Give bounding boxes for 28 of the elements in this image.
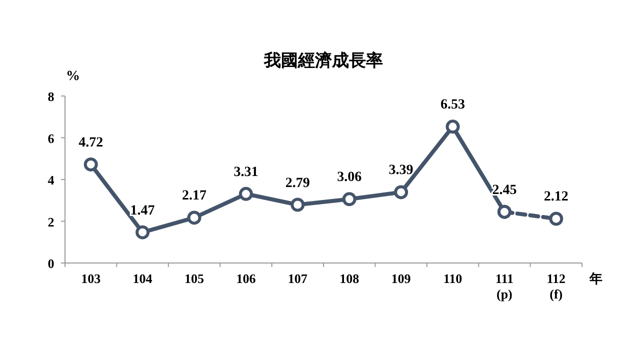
data-label: 6.53 <box>440 98 465 113</box>
data-label: 3.06 <box>337 170 362 186</box>
y-tick-label: 2 <box>48 214 54 230</box>
y-tick-label: 4 <box>48 172 55 188</box>
data-label: 1.47 <box>130 203 155 218</box>
data-label: 3.39 <box>388 163 414 178</box>
data-label: 2.45 <box>492 182 517 198</box>
x-tick-label: 109 <box>391 271 412 286</box>
data-label: 4.72 <box>78 135 104 150</box>
x-tick-label: 108 <box>340 271 360 286</box>
y-tick-label: 8 <box>48 89 55 104</box>
data-label: 2.17 <box>182 188 206 204</box>
data-label: 3.31 <box>234 164 258 180</box>
y-tick-label: 0 <box>48 256 54 271</box>
x-tick-label: 112 (f) <box>546 271 566 302</box>
x-tick-label: 111 (p) <box>495 271 514 302</box>
x-tick-label: 106 <box>236 271 256 286</box>
x-tick-label: 104 <box>132 271 153 286</box>
y-tick-label: 6 <box>48 130 55 146</box>
chart-title: 我國經濟成長率 <box>263 51 383 70</box>
x-tick-label: 105 <box>184 271 204 286</box>
x-tick-label: 110 <box>443 271 462 286</box>
x-tick-label: 103 <box>81 271 102 286</box>
x-tick-label: 107 <box>288 271 308 286</box>
data-label: 2.79 <box>285 176 310 191</box>
x-axis-title: 年 <box>588 271 602 286</box>
y-axis-title: % <box>66 69 80 84</box>
data-label: 2.12 <box>544 190 568 205</box>
